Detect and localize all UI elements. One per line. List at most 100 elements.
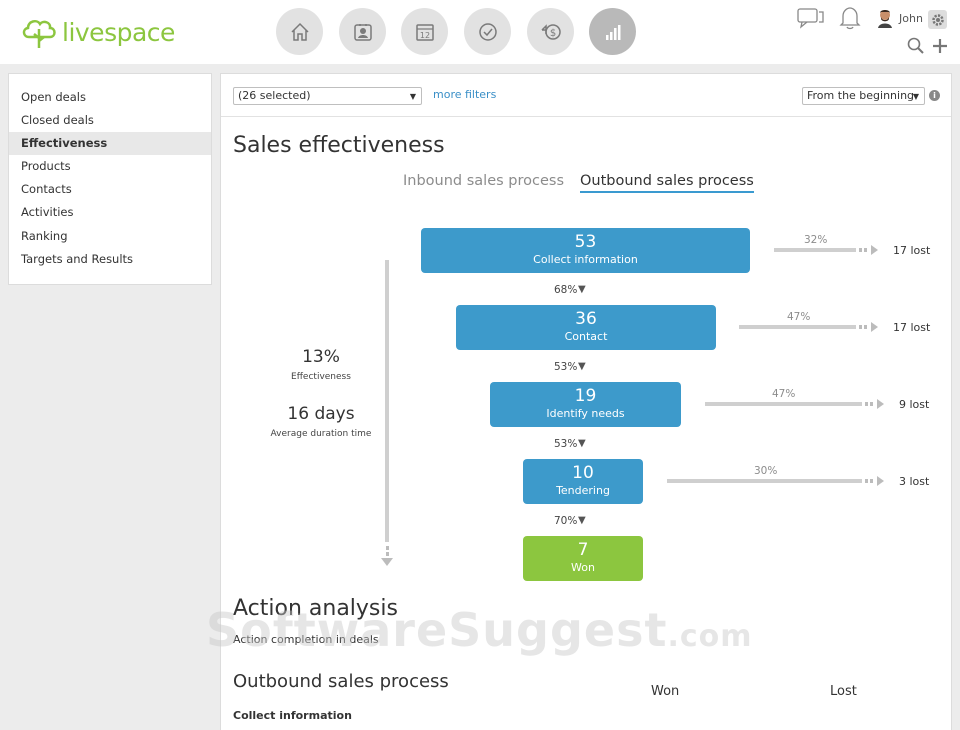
deals-icon: $ <box>540 23 561 40</box>
timeline-arrowhead-icon <box>381 558 393 566</box>
watermark-main: SoftwareSuggest <box>206 603 668 657</box>
username[interactable]: John <box>899 12 923 25</box>
nav-contacts-button[interactable] <box>339 8 386 55</box>
action-analysis-subtitle: Action completion in deals <box>233 633 379 646</box>
nav-deals-button[interactable]: $ <box>527 8 574 55</box>
info-icon[interactable]: i <box>929 90 940 101</box>
plus-icon <box>933 39 947 53</box>
nav-tasks-button[interactable] <box>464 8 511 55</box>
lost-dash <box>859 248 862 252</box>
conversion-arrow-icon: ▼ <box>578 438 586 449</box>
sidebar-item-activities[interactable]: Activities <box>21 205 74 219</box>
average-duration-label: Average duration time <box>270 429 372 439</box>
lost-dash <box>865 402 868 406</box>
sidebar-item-products[interactable]: Products <box>21 159 71 173</box>
chat-icon <box>797 8 824 29</box>
period-dropdown[interactable]: From the beginning ▼ <box>802 87 925 105</box>
lost-line <box>705 402 862 406</box>
conversion-arrow-icon: ▼ <box>578 361 586 372</box>
stage-count: 19 <box>574 386 597 406</box>
filter-bar: (26 selected) ▼ more filters From the be… <box>221 74 951 117</box>
nav-calendar-button[interactable]: 12 <box>401 8 448 55</box>
sidebar-item-closed-deals[interactable]: Closed deals <box>21 113 94 127</box>
lost-dash <box>864 325 867 329</box>
stage-name: Won <box>571 561 595 574</box>
stage-conversion: 53% <box>554 361 578 373</box>
gear-icon <box>931 13 944 26</box>
more-filters-link[interactable]: more filters <box>433 88 497 101</box>
stage-count: 53 <box>574 232 597 252</box>
effectiveness-rate: 13% <box>302 347 340 367</box>
settings-button[interactable] <box>928 10 947 29</box>
stage-name: Collect information <box>533 253 638 266</box>
lost-arrow-icon <box>871 322 878 332</box>
timeline-dash <box>386 552 389 556</box>
watermark: SoftwareSuggest.com <box>206 603 753 657</box>
avatar-icon <box>876 8 894 28</box>
funnel-stage-contact[interactable]: 36 Contact <box>456 305 716 350</box>
reports-sidebar: Open deals Closed deals Effectiveness Pr… <box>8 73 212 285</box>
stage-name: Tendering <box>556 484 610 497</box>
home-icon <box>290 22 309 41</box>
stage-conversion: 53% <box>554 438 578 450</box>
lost-dash <box>864 248 867 252</box>
stage-lost-percent: 32% <box>804 234 828 246</box>
lost-arrow-icon <box>877 399 884 409</box>
stage-lost-percent: 47% <box>787 311 811 323</box>
calendar-icon: 12 <box>415 23 434 41</box>
sidebar-item-effectiveness[interactable]: Effectiveness <box>9 132 211 155</box>
sidebar-item-targets-and-results[interactable]: Targets and Results <box>21 252 134 266</box>
funnel-stage-won[interactable]: 7 Won <box>523 536 643 581</box>
stage-lost-percent: 30% <box>754 465 778 477</box>
period-value: From the beginning <box>807 89 915 102</box>
lost-line <box>739 325 856 329</box>
watermark-suffix: .com <box>667 619 753 654</box>
tasks-icon <box>478 22 497 41</box>
user-avatar[interactable] <box>876 8 894 28</box>
bell-icon <box>839 7 861 30</box>
sidebar-item-contacts[interactable]: Contacts <box>21 182 72 196</box>
action-analysis-title: Action analysis <box>233 596 398 621</box>
livespace-logo[interactable]: livespace <box>20 12 175 52</box>
stage-name: Contact <box>564 330 608 343</box>
lost-dash <box>870 402 873 406</box>
stage-count: 36 <box>575 309 597 329</box>
logo-text: livespace <box>62 17 175 47</box>
svg-text:$: $ <box>549 28 555 39</box>
column-won: Won <box>651 684 680 699</box>
page-title: Sales effectiveness <box>233 133 445 158</box>
nav-home-button[interactable] <box>276 8 323 55</box>
process-title: Outbound sales process <box>233 671 449 692</box>
sidebar-item-ranking[interactable]: Ranking <box>21 229 68 243</box>
notifications-button[interactable] <box>839 6 861 30</box>
main-panel: (26 selected) ▼ more filters From the be… <box>220 73 952 730</box>
stage-name: Identify needs <box>546 407 625 420</box>
lost-arrow-icon <box>871 245 878 255</box>
lost-dash <box>870 479 873 483</box>
timeline-dash <box>386 546 389 550</box>
funnel-stage-tendering[interactable]: 10 Tendering <box>523 459 643 504</box>
lost-line <box>774 248 856 252</box>
lost-dash <box>865 479 868 483</box>
nav-reports-button[interactable] <box>589 8 636 55</box>
selection-dropdown[interactable]: (26 selected) ▼ <box>233 87 422 105</box>
add-button[interactable] <box>931 37 949 55</box>
messages-button[interactable] <box>797 7 825 29</box>
stage-lost-count: 17 lost <box>893 244 931 257</box>
calendar-date: 12 <box>419 31 429 40</box>
search-icon <box>907 37 924 54</box>
stage-lost-percent: 47% <box>772 388 796 400</box>
search-button[interactable] <box>906 36 926 56</box>
tab-inbound-sales-process[interactable]: Inbound sales process <box>403 173 565 189</box>
cloud-logo-icon <box>22 19 56 48</box>
sidebar-item-open-deals[interactable]: Open deals <box>21 90 86 104</box>
chevron-down-icon: ▼ <box>912 92 919 101</box>
tab-outbound-sales-process[interactable]: Outbound sales process <box>580 173 754 193</box>
average-duration: 16 days <box>287 404 355 424</box>
timeline-line <box>385 260 389 542</box>
conversion-arrow-icon: ▼ <box>578 515 586 526</box>
funnel-stage-identify-needs[interactable]: 19 Identify needs <box>490 382 681 427</box>
funnel-stage-collect-information[interactable]: 53 Collect information <box>421 228 750 273</box>
lost-line <box>667 479 862 483</box>
conversion-arrow-icon: ▼ <box>578 284 586 295</box>
